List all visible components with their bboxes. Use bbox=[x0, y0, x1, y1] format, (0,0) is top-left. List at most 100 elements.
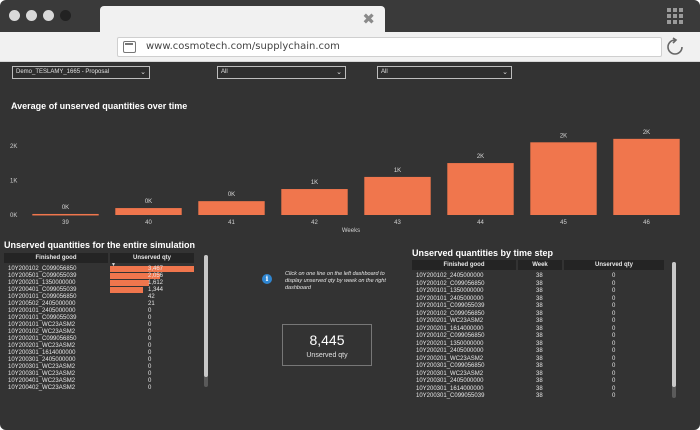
table-row[interactable]: 10Y200101_WC23ASM2 0 bbox=[4, 322, 194, 329]
finished-good-cell: 10Y200201_WC23ASM2 bbox=[8, 343, 76, 349]
unserved-qty-cell: 0 bbox=[148, 315, 152, 321]
table-row[interactable]: 10Y200301_C099056850 38 0 bbox=[412, 363, 664, 370]
table-row[interactable]: 10Y200101_C099055039 0 bbox=[4, 315, 194, 322]
filter-select-2[interactable]: All ⌄ bbox=[217, 66, 346, 79]
unserved-qty-cell: 21 bbox=[148, 301, 155, 307]
unserved-qty-cell: 0 bbox=[612, 393, 616, 399]
table-row[interactable]: 10Y200301_2405000000 0 bbox=[4, 357, 194, 364]
table-row[interactable]: 10Y200301_WC23ASM2 0 bbox=[4, 371, 194, 378]
table-row[interactable]: 10Y200301_1614000000 0 bbox=[4, 350, 194, 357]
unserved-qty-cell: 2,056 bbox=[148, 273, 164, 279]
unserved-qty-cell: 1,344 bbox=[148, 287, 164, 293]
finished-good-cell: 10Y200301_2405000000 bbox=[416, 378, 484, 384]
scrollbar-thumb[interactable] bbox=[204, 255, 208, 377]
kpi-label: Unserved qty bbox=[306, 352, 348, 359]
scrollbar-thumb[interactable] bbox=[672, 262, 676, 387]
address-bar[interactable]: www.cosmotech.com/supplychain.com bbox=[117, 37, 662, 57]
finished-good-cell: 10Y200301_WC23ASM2 bbox=[8, 364, 76, 370]
table-row[interactable]: 10Y200501_C099055039 2,056 bbox=[4, 273, 194, 280]
finished-good-cell: 10Y200401_C099055039 bbox=[8, 287, 77, 293]
x-tick-label: 40 bbox=[145, 220, 152, 226]
unserved-qty-cell: 0 bbox=[612, 318, 616, 324]
table-row[interactable]: 10Y200201_1350000000 1,612 bbox=[4, 280, 194, 287]
table-row[interactable]: 10Y200102_WC23ASM2 0 bbox=[4, 329, 194, 336]
table-row[interactable]: 10Y200402_WC23ASM2 0 bbox=[4, 385, 194, 392]
week-cell: 38 bbox=[536, 295, 543, 302]
week-cell: 38 bbox=[536, 325, 543, 332]
finished-good-cell: 10Y200102_2405000000 bbox=[416, 273, 484, 279]
week-cell: 38 bbox=[536, 273, 543, 279]
week-cell: 38 bbox=[536, 370, 543, 377]
table-row[interactable]: 10Y200301_WC23ASM2 0 bbox=[4, 364, 194, 371]
unserved-qty-cell: 0 bbox=[612, 340, 616, 347]
unserved-qty-cell: 3,467 bbox=[148, 266, 164, 272]
table-row[interactable]: 10Y200401_WC23ASM2 0 bbox=[4, 378, 194, 385]
filter-select-3[interactable]: All ⌄ bbox=[377, 66, 512, 79]
unserved-qty-cell: 0 bbox=[148, 364, 152, 370]
table-row[interactable]: 10Y200102_2405000000 38 0 bbox=[412, 273, 664, 280]
table-row[interactable]: 10Y200102_C099056850 38 0 bbox=[412, 311, 664, 318]
table-row[interactable]: 10Y200101_2405000000 38 0 bbox=[412, 296, 664, 303]
bar-data-label: 2K bbox=[477, 154, 484, 160]
week-cell: 38 bbox=[536, 280, 543, 287]
table-row[interactable]: 10Y200201_2405000000 38 0 bbox=[412, 348, 664, 355]
chevron-down-icon: ⌄ bbox=[140, 69, 146, 76]
unserved-qty-cell: 0 bbox=[148, 329, 152, 335]
table-row[interactable]: 10Y200201_1614000000 38 0 bbox=[412, 326, 664, 333]
bar bbox=[613, 138, 680, 215]
table-row[interactable]: 10Y200101_1350000000 38 0 bbox=[412, 288, 664, 295]
unserved-bar bbox=[110, 287, 143, 293]
table-row[interactable]: 10Y200102_C099056850 3,467 bbox=[4, 266, 194, 273]
week-cell: 38 bbox=[536, 363, 543, 369]
table-row[interactable]: 10Y200201_WC23ASM2 38 0 bbox=[412, 318, 664, 325]
finished-good-cell: 10Y200402_WC23ASM2 bbox=[8, 385, 76, 391]
finished-good-cell: 10Y200401_WC23ASM2 bbox=[8, 378, 76, 384]
filter-select-3-value: All bbox=[381, 69, 388, 75]
table-row[interactable]: 10Y200102_C099056850 38 0 bbox=[412, 333, 664, 340]
url-text[interactable]: www.cosmotech.com/supplychain.com bbox=[146, 41, 340, 52]
table-row[interactable]: 10Y200502_2405000000 21 bbox=[4, 301, 194, 308]
y-tick-label: 1K bbox=[10, 178, 17, 184]
apps-grid-icon[interactable] bbox=[667, 8, 683, 24]
window-minimize-dot[interactable] bbox=[26, 10, 37, 21]
x-tick-label: 46 bbox=[643, 220, 650, 226]
column-header: Unserved qty bbox=[564, 260, 664, 270]
unserved-qty-cell: 0 bbox=[148, 343, 152, 349]
unserved-qty-cell: 0 bbox=[148, 378, 152, 384]
x-tick-label: 41 bbox=[228, 220, 235, 226]
browser-tab[interactable]: ✖ bbox=[100, 6, 385, 34]
finished-good-cell: 10Y200502_2405000000 bbox=[8, 301, 76, 307]
reload-icon[interactable] bbox=[665, 37, 685, 57]
finished-good-cell: 10Y200201_C099056850 bbox=[8, 336, 77, 342]
unserved-qty-cell: 0 bbox=[612, 310, 616, 317]
table-row[interactable]: 10Y200301_WC23ASM2 38 0 bbox=[412, 371, 664, 378]
table-row[interactable]: 10Y200201_WC23ASM2 38 0 bbox=[412, 356, 664, 363]
window-maximize-dot[interactable] bbox=[43, 10, 54, 21]
table-row[interactable]: 10Y200101_2405000000 0 bbox=[4, 308, 194, 315]
x-axis-title: Weeks bbox=[342, 228, 360, 234]
table-row[interactable]: 10Y200101_C099055039 38 0 bbox=[412, 303, 664, 310]
table-row[interactable]: 10Y200102_C099056850 38 0 bbox=[412, 281, 664, 288]
window-close-dot[interactable] bbox=[9, 10, 20, 21]
table-row[interactable]: 10Y200201_1350000000 38 0 bbox=[412, 341, 664, 348]
bar bbox=[447, 163, 514, 215]
kpi-card: 8,445 Unserved qty bbox=[282, 324, 372, 366]
bar bbox=[198, 201, 265, 215]
tab-close-icon[interactable]: ✖ bbox=[362, 10, 375, 28]
table-row[interactable]: 10Y200401_C099055039 1,344 bbox=[4, 287, 194, 294]
table-row[interactable]: 10Y200301_C099055039 38 0 bbox=[412, 393, 664, 400]
table-row[interactable]: 10Y200101_C099056850 42 bbox=[4, 294, 194, 301]
unserved-qty-cell: 0 bbox=[612, 333, 616, 339]
week-cell: 38 bbox=[536, 340, 543, 347]
scenario-select[interactable]: Demo_TESLAMY_1665 - Proposal ⌄ bbox=[12, 66, 150, 79]
table-row[interactable]: 10Y200301_2405000000 38 0 bbox=[412, 378, 664, 385]
finished-good-cell: 10Y200101_WC23ASM2 bbox=[8, 322, 76, 328]
unserved-qty-cell: 0 bbox=[612, 385, 616, 392]
table-row[interactable]: 10Y200201_WC23ASM2 0 bbox=[4, 343, 194, 350]
x-tick-label: 45 bbox=[560, 220, 567, 226]
table-row[interactable]: 10Y200301_1614000000 38 0 bbox=[412, 386, 664, 393]
x-tick-label: 42 bbox=[311, 220, 318, 226]
table-row[interactable]: 10Y200201_C099056850 0 bbox=[4, 336, 194, 343]
left-table-title: Unserved quantities for the entire simul… bbox=[4, 240, 196, 250]
week-cell: 38 bbox=[536, 393, 543, 399]
